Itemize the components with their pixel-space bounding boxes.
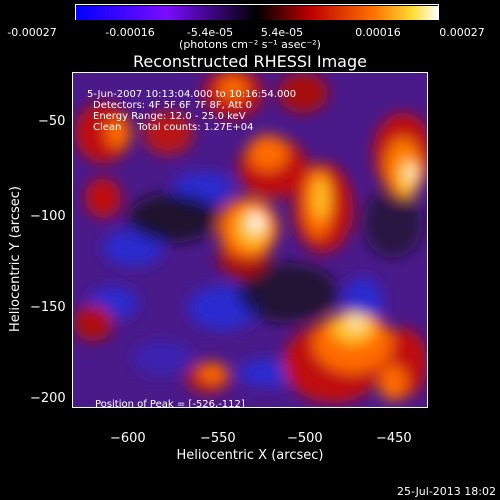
rhessi-image-canvas xyxy=(73,73,427,407)
colorbar-tick: -0.00027 xyxy=(7,26,57,39)
timestamp: 25-Jul-2013 18:02 xyxy=(396,485,496,498)
colorbar xyxy=(75,4,439,20)
y-tick-label: −50 xyxy=(38,114,66,129)
y-tick-label: −200 xyxy=(30,391,66,406)
rhessi-image: 5-Jun-2007 10:13:04.000 to 10:16:54.000 … xyxy=(72,72,428,408)
y-axis-label: Heliocentric Y (arcsec) xyxy=(8,186,23,332)
peak-position-label: Position of Peak = [-526,-112] xyxy=(95,399,245,408)
colorbar-tick: -0.00016 xyxy=(105,26,155,39)
colorbar-tick: 0.00027 xyxy=(439,26,485,39)
annotation-energy-range: Energy Range: 12.0 - 25.0 keV xyxy=(93,111,246,122)
colorbar-tick: 5.4e-05 xyxy=(260,26,304,39)
colorbar-unit-label: (photons cm⁻² s⁻¹ asec⁻²) xyxy=(179,38,321,51)
x-tick-label: −450 xyxy=(376,431,412,446)
annotation-clean-counts: Clean Total counts: 1.27E+04 xyxy=(93,122,254,133)
colorbar-tick: -5.4e-05 xyxy=(186,26,234,39)
plot-title: Reconstructed RHESSI Image xyxy=(133,52,367,71)
colorbar-tick: 0.00016 xyxy=(355,26,401,39)
x-tick-label: −500 xyxy=(287,431,323,446)
annotation-time-range: 5-Jun-2007 10:13:04.000 to 10:16:54.000 xyxy=(87,89,297,100)
x-tick-label: −600 xyxy=(110,431,146,446)
colorbar-gradient xyxy=(76,6,438,20)
annotation-detectors: Detectors: 4F 5F 6F 7F 8F, Att 0 xyxy=(93,100,253,111)
y-tick-label: −100 xyxy=(30,209,66,224)
y-tick-label: −150 xyxy=(30,300,66,315)
x-axis-label: Heliocentric X (arcsec) xyxy=(176,448,324,463)
x-tick-label: −550 xyxy=(200,431,236,446)
